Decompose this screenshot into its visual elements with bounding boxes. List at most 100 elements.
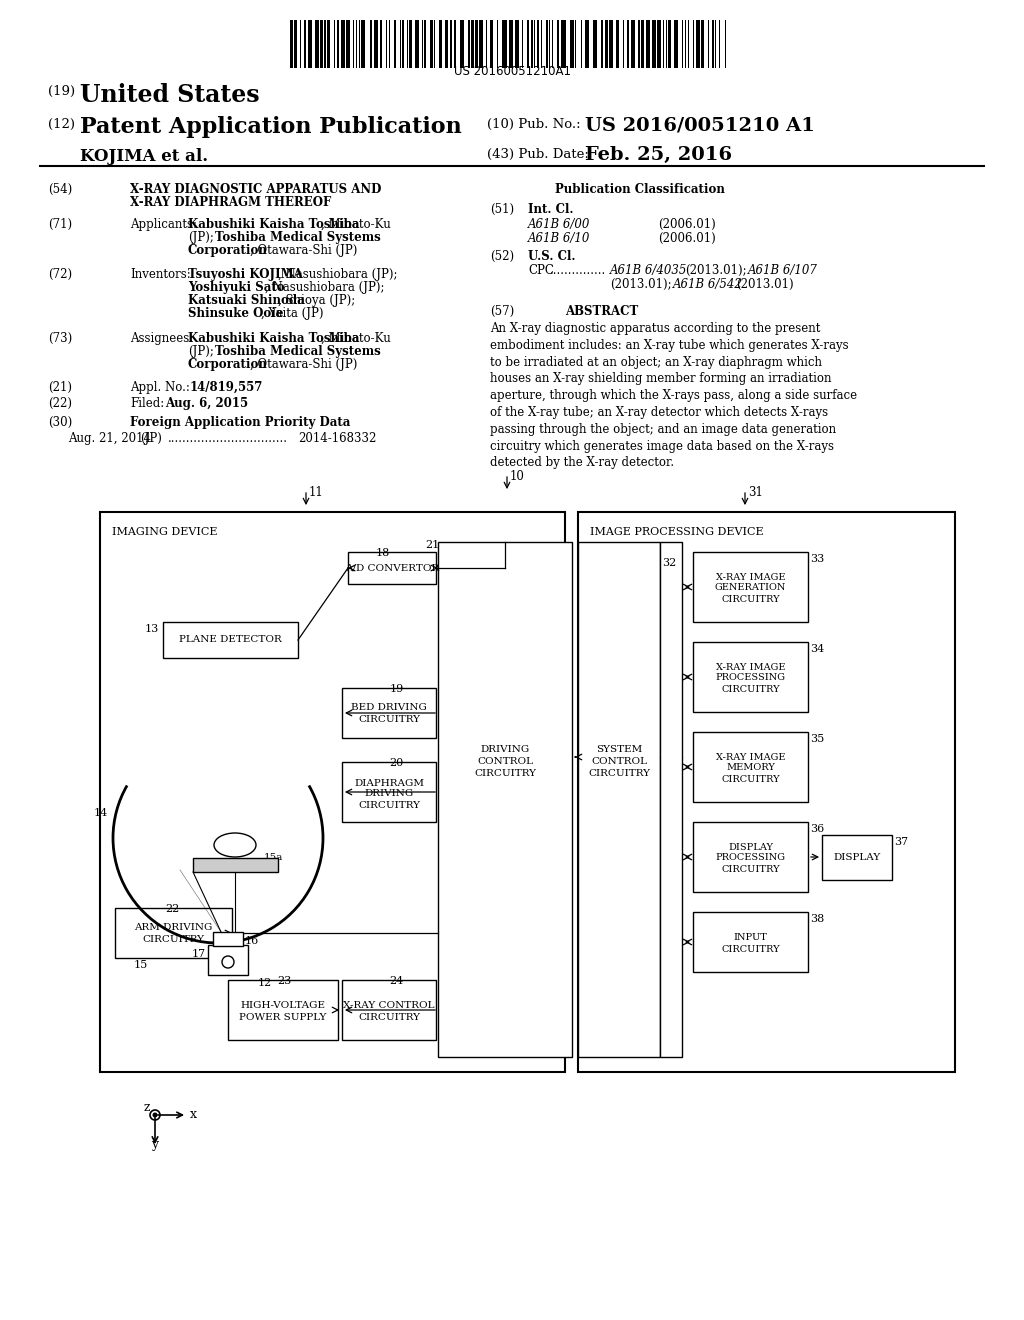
Text: (JP);: (JP); (188, 231, 214, 244)
Text: 35: 35 (810, 734, 824, 744)
Text: (54): (54) (48, 183, 73, 195)
Bar (685, 20, 686, 69)
Bar (515, 20, 519, 69)
Text: PROCESSING: PROCESSING (716, 673, 785, 682)
Bar (346, 20, 350, 69)
Text: , Yaita (JP): , Yaita (JP) (261, 308, 324, 319)
Text: CIRCUITRY: CIRCUITRY (721, 594, 780, 603)
Text: 24: 24 (390, 975, 404, 986)
Text: Kabushiki Kaisha Toshiba: Kabushiki Kaisha Toshiba (188, 333, 359, 345)
Bar (578, 543, 660, 1057)
Text: 17: 17 (191, 949, 206, 960)
Text: DRIVING: DRIVING (365, 789, 414, 799)
Bar (660, 543, 682, 1057)
Bar (415, 20, 419, 69)
Bar (693, 20, 694, 69)
Text: , Shioya (JP);: , Shioya (JP); (278, 294, 355, 308)
Bar (605, 20, 608, 69)
Bar (321, 20, 323, 69)
Text: A61B 6/4035: A61B 6/4035 (610, 264, 687, 277)
Text: 31: 31 (748, 486, 763, 499)
Bar (300, 20, 301, 69)
Text: X-RAY DIAGNOSTIC APPARATUS AND: X-RAY DIAGNOSTIC APPARATUS AND (130, 183, 381, 195)
Bar (348, 552, 436, 583)
Text: CIRCUITRY: CIRCUITRY (721, 865, 780, 874)
Text: ABSTRACT: ABSTRACT (565, 305, 638, 318)
Text: DRIVING: DRIVING (480, 744, 529, 754)
Bar (666, 20, 667, 69)
Text: IMAGING DEVICE: IMAGING DEVICE (112, 527, 217, 537)
Text: , Minato-Ku: , Minato-Ku (321, 218, 391, 231)
Bar (693, 912, 808, 972)
Text: , Nasushiobara (JP);: , Nasushiobara (JP); (265, 281, 384, 294)
Bar (638, 20, 640, 69)
Text: (72): (72) (48, 268, 72, 281)
Bar (547, 20, 548, 69)
Text: , Minato-Ku: , Minato-Ku (321, 333, 391, 345)
Text: Publication Classification: Publication Classification (555, 183, 725, 195)
Bar (575, 20, 577, 69)
Text: A61B 6/00: A61B 6/00 (528, 218, 591, 231)
Bar (455, 20, 456, 69)
Text: Patent Application Publication: Patent Application Publication (80, 116, 462, 139)
Text: (JP): (JP) (140, 432, 162, 445)
Bar (422, 20, 423, 69)
Text: ...............: ............... (550, 264, 606, 277)
Bar (503, 20, 507, 69)
Text: US 2016/0051210 A1: US 2016/0051210 A1 (585, 116, 815, 135)
Text: 33: 33 (810, 554, 824, 564)
Text: KOJIMA et al.: KOJIMA et al. (80, 148, 208, 165)
Bar (627, 20, 629, 69)
Bar (444, 20, 447, 69)
Bar (585, 20, 589, 69)
Bar (695, 20, 699, 69)
Text: 38: 38 (810, 913, 824, 924)
Bar (308, 20, 312, 69)
Bar (715, 20, 717, 69)
Text: (2006.01): (2006.01) (658, 232, 716, 246)
Bar (549, 20, 551, 69)
Bar (334, 20, 335, 69)
Bar (358, 20, 359, 69)
Text: DISPLAY: DISPLAY (728, 842, 773, 851)
Text: (10) Pub. No.:: (10) Pub. No.: (487, 117, 581, 131)
Text: 11: 11 (309, 486, 324, 499)
Bar (341, 20, 345, 69)
Bar (509, 20, 513, 69)
Ellipse shape (214, 833, 256, 857)
Bar (468, 20, 470, 69)
Bar (342, 762, 436, 822)
Bar (652, 20, 656, 69)
Text: US 20160051210A1: US 20160051210A1 (454, 65, 570, 78)
Text: (22): (22) (48, 397, 72, 411)
Bar (708, 20, 710, 69)
Bar (601, 20, 602, 69)
Bar (424, 20, 426, 69)
Text: CONTROL: CONTROL (591, 756, 647, 766)
Text: x: x (190, 1109, 197, 1122)
Bar (294, 20, 297, 69)
Text: (30): (30) (48, 416, 73, 429)
Bar (407, 20, 408, 69)
Text: (2013.01);: (2013.01); (610, 279, 672, 290)
Text: Toshiba Medical Systems: Toshiba Medical Systems (215, 231, 381, 244)
Text: An X-ray diagnostic apparatus according to the present
embodiment includes: an X: An X-ray diagnostic apparatus according … (490, 322, 857, 470)
Bar (623, 20, 625, 69)
Text: z: z (143, 1101, 151, 1114)
Text: PROCESSING: PROCESSING (716, 854, 785, 862)
Text: (51): (51) (490, 203, 514, 216)
Bar (430, 20, 432, 69)
Text: PLANE DETECTOR: PLANE DETECTOR (179, 635, 282, 644)
Bar (646, 20, 650, 69)
Text: 15: 15 (134, 960, 148, 970)
Text: (12): (12) (48, 117, 75, 131)
Text: Corporation: Corporation (188, 244, 268, 257)
Bar (228, 979, 338, 1040)
Text: Appl. No.:: Appl. No.: (130, 381, 189, 393)
Text: Foreign Application Priority Data: Foreign Application Priority Data (130, 416, 350, 429)
Bar (578, 512, 955, 1072)
Text: 16: 16 (245, 936, 259, 946)
Bar (399, 20, 401, 69)
Text: A61B 6/107: A61B 6/107 (748, 264, 818, 277)
Bar (361, 20, 366, 69)
